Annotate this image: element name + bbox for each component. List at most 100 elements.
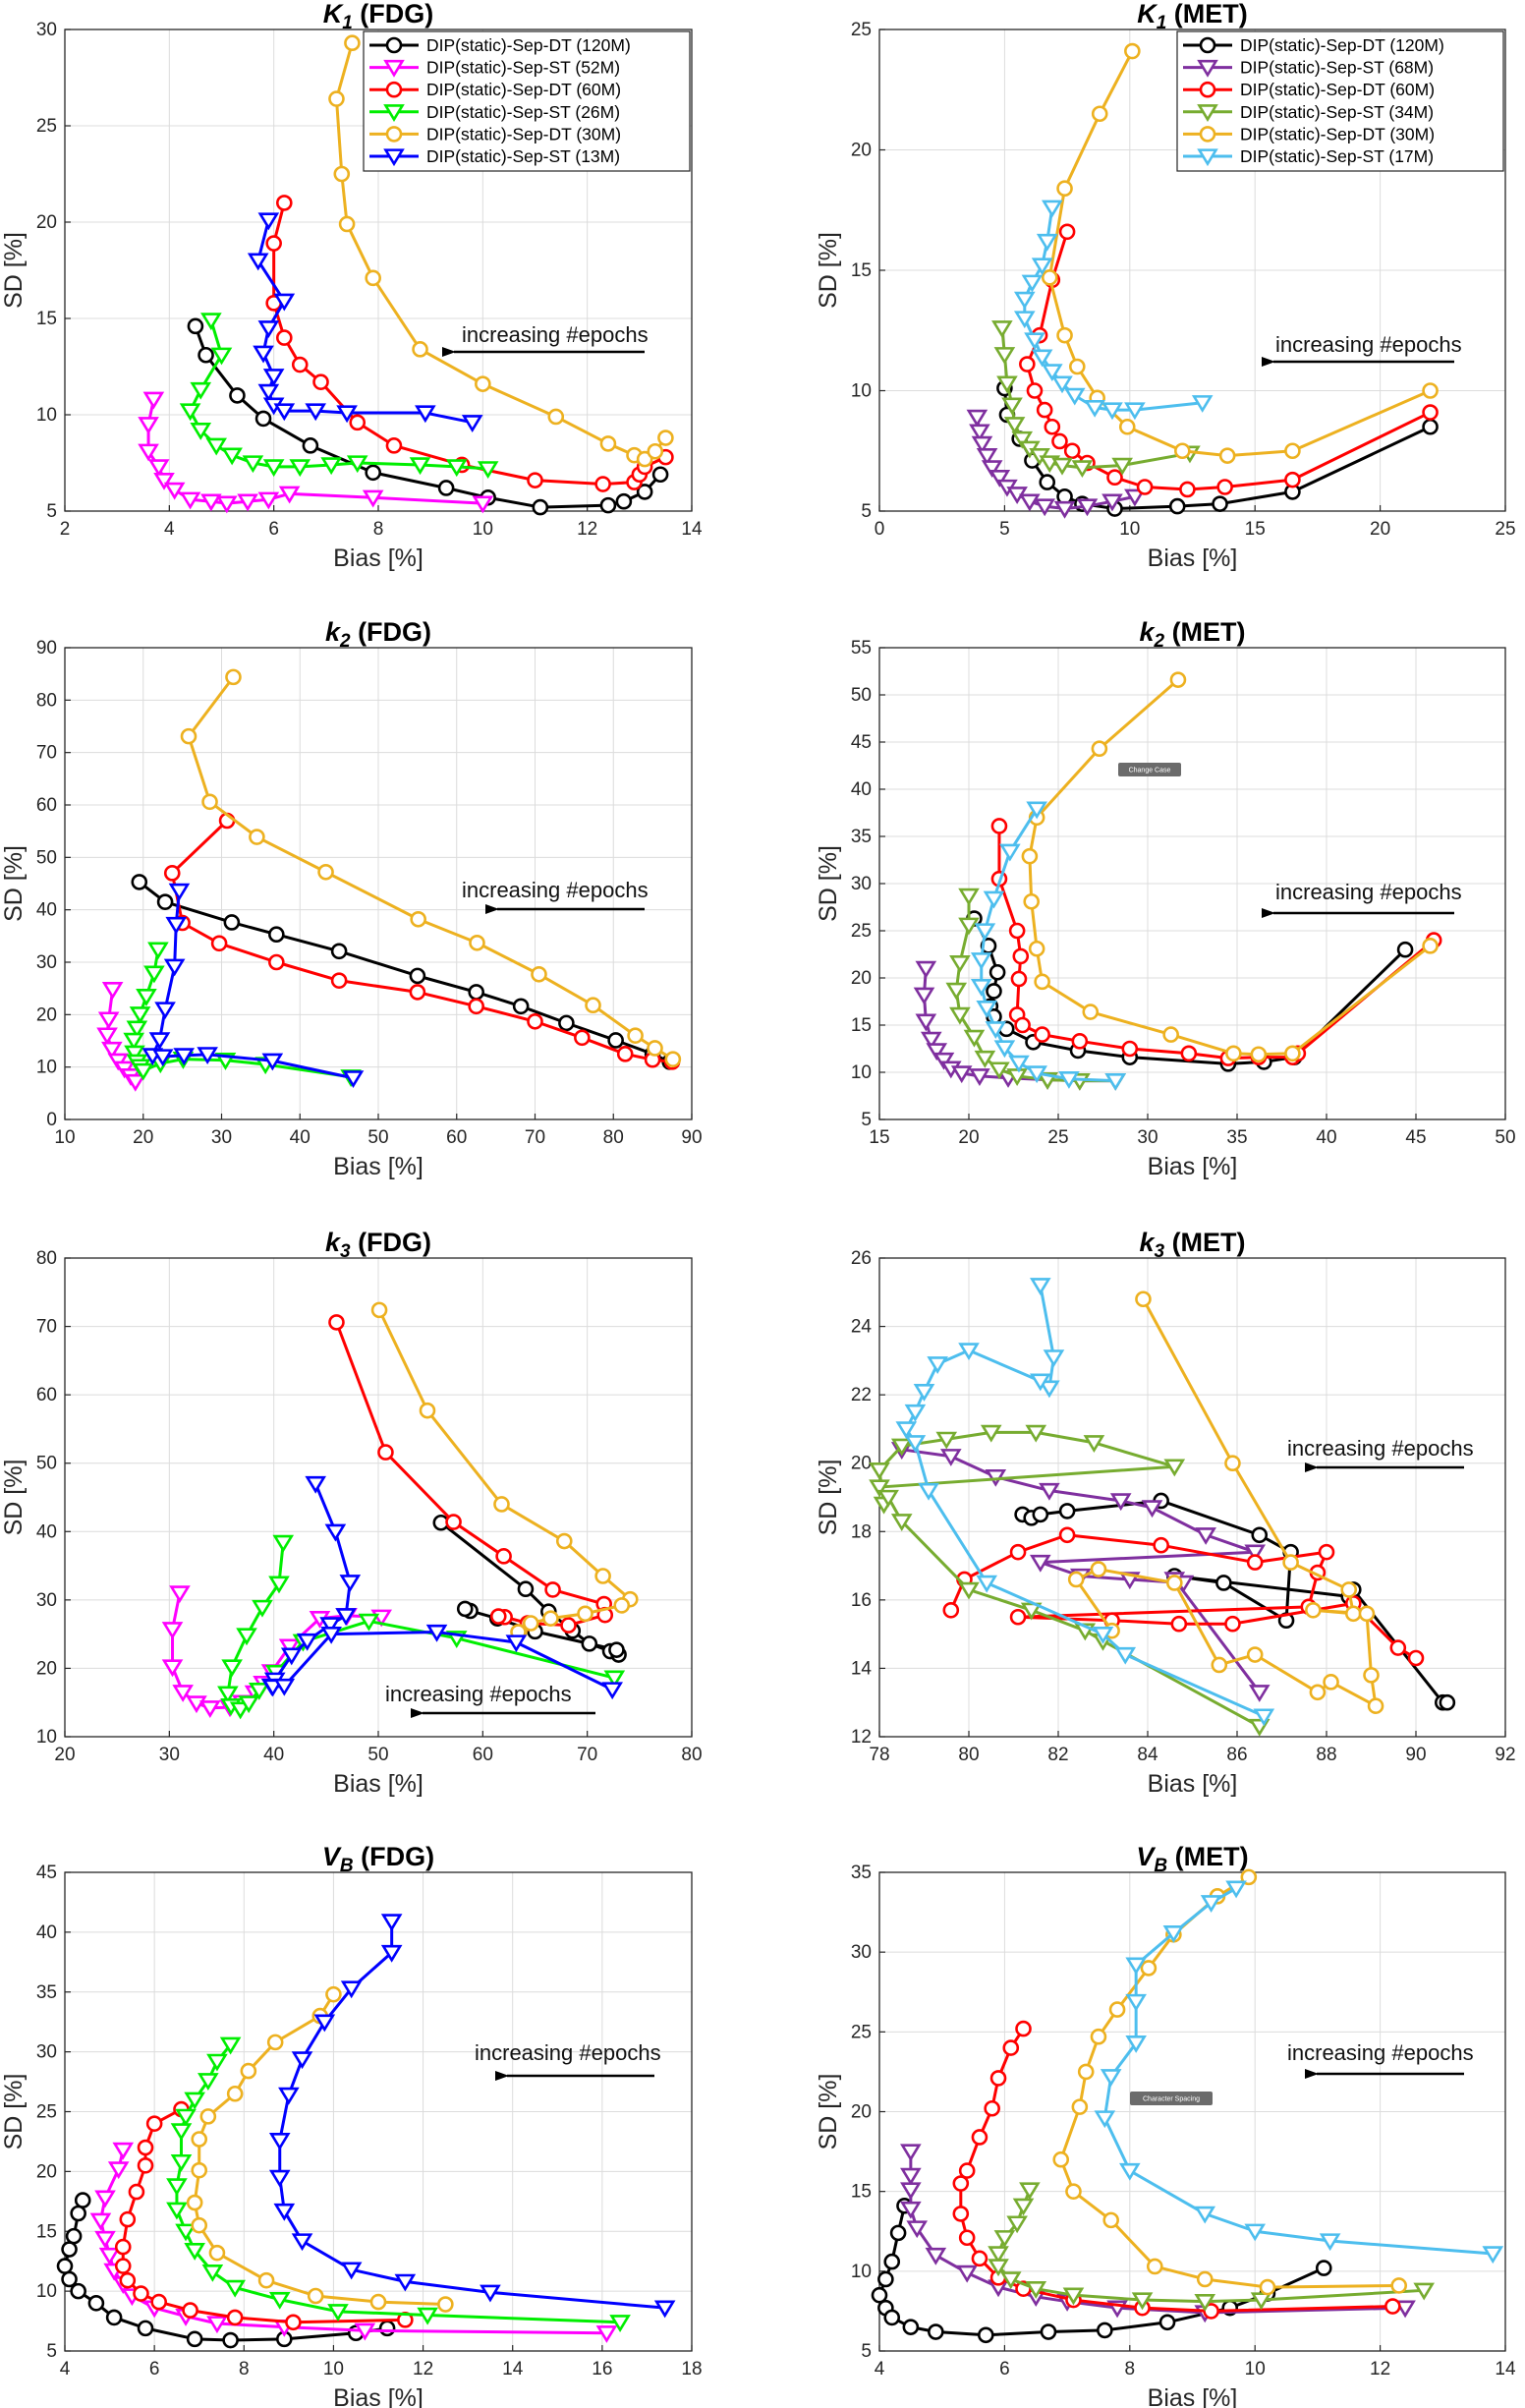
data-point — [1056, 326, 1073, 344]
data-point — [1090, 2028, 1107, 2045]
x-tick-label: 20 — [133, 1127, 153, 1148]
data-point — [437, 480, 455, 496]
chart-vb-fdg: 4 6 8 10 12 14 16 18 5 10 15 20 25 30 35 40 45 Bias [%] SD… — [0, 1842, 703, 2408]
x-tick-label: 8 — [239, 2359, 250, 2379]
data-point — [229, 1701, 252, 1720]
y-tick-label: 15 — [851, 1015, 872, 1036]
y-axis-label: SD [%] — [0, 1460, 28, 1536]
data-point — [1014, 1016, 1031, 1034]
y-tick-label: 25 — [851, 20, 872, 40]
data-point — [1203, 2303, 1219, 2320]
data-point — [1006, 2215, 1028, 2234]
data-point — [1041, 269, 1058, 286]
data-point — [349, 414, 367, 431]
data-point — [900, 2201, 922, 2219]
series-st_mid_fdg — [123, 942, 362, 1087]
x-tick-label: 25 — [1495, 519, 1515, 540]
data-point — [101, 982, 124, 1000]
data-point — [594, 1568, 611, 1584]
data-point — [143, 965, 165, 984]
data-point — [248, 1683, 270, 1700]
y-tick-label: 5 — [861, 2341, 872, 2362]
data-point — [974, 923, 996, 942]
x-tick-label: 12 — [413, 2359, 433, 2379]
data-point — [581, 1635, 598, 1652]
data-point — [191, 2216, 208, 2234]
y-tick-label: 10 — [36, 405, 57, 426]
data-point — [991, 320, 1013, 338]
data-point — [1218, 447, 1236, 464]
data-point — [616, 1046, 634, 1062]
data-point — [409, 984, 426, 1001]
data-point — [184, 2243, 205, 2261]
series-st_mid_met — [991, 320, 1201, 479]
data-point — [138, 417, 159, 434]
data-point — [544, 1581, 561, 1598]
annotation-increasing-epochs: increasing #epochs — [385, 1682, 572, 1706]
data-point — [1023, 892, 1040, 910]
data-point — [114, 2238, 132, 2256]
data-point — [942, 1601, 960, 1619]
title-subscript: 3 — [1154, 1241, 1164, 1262]
data-point — [273, 2203, 296, 2221]
data-point — [147, 942, 169, 960]
data-point — [206, 2316, 228, 2334]
x-axis-label: Bias [%] — [1148, 1770, 1238, 1798]
data-point — [344, 34, 361, 52]
data-point — [1422, 382, 1439, 399]
legend-label: DIP(static)-Sep-DT (120M) — [1240, 35, 1444, 55]
data-point — [253, 345, 274, 364]
data-point — [205, 437, 227, 456]
data-point — [981, 460, 1003, 479]
data-point — [647, 442, 664, 460]
legend-box — [1176, 30, 1504, 172]
data-point — [236, 1628, 257, 1646]
data-point — [988, 470, 1011, 487]
y-tick-label: 80 — [36, 690, 57, 711]
data-point — [647, 1040, 663, 1057]
series-dt120 — [871, 2197, 1332, 2344]
legend-entry: DIP(static)-Sep-DT (30M) — [369, 124, 621, 143]
data-point — [664, 1051, 682, 1067]
annotation-increasing-epochs: increasing #epochs — [475, 2040, 661, 2065]
data-point — [958, 1343, 980, 1361]
data-point — [988, 2246, 1009, 2265]
title-tracer: (MET) — [1166, 0, 1247, 29]
data-point — [265, 235, 282, 252]
data-point — [1158, 2314, 1176, 2331]
data-point — [278, 1638, 301, 1657]
data-point — [1315, 2260, 1332, 2276]
data-point — [257, 212, 280, 231]
y-tick-label: 10 — [851, 381, 872, 402]
title-tracer: (MET) — [1167, 1842, 1248, 1871]
data-point — [163, 865, 181, 882]
data-point — [148, 1032, 171, 1051]
legend-label: DIP(static)-Sep-ST (68M) — [1240, 58, 1434, 78]
data-point — [1071, 1033, 1089, 1050]
x-tick-label: 12 — [1370, 2359, 1390, 2379]
data-point — [1384, 2298, 1401, 2315]
data-point — [409, 967, 426, 985]
data-point — [599, 435, 617, 452]
data-point — [153, 472, 175, 490]
data-point — [1118, 418, 1136, 435]
y-axis-label: SD [%] — [0, 845, 28, 922]
data-point — [291, 2233, 313, 2252]
annotation-increasing-epochs: increasing #epochs — [1275, 880, 1462, 904]
data-point — [900, 2167, 922, 2186]
series-st_small_fdg — [268, 1914, 676, 2319]
title-tracer: (MET) — [1164, 617, 1245, 647]
data-point — [1284, 1045, 1301, 1062]
y-tick-label: 60 — [36, 1385, 57, 1405]
y-tick-label: 20 — [851, 968, 872, 989]
data-point — [1131, 2292, 1154, 2311]
chart-title: K1 (MET) — [1137, 0, 1248, 33]
legend: DIP(static)-Sep-DT (120M) DIP(static)-Sep… — [1176, 30, 1504, 172]
data-point — [512, 998, 530, 1015]
data-point — [1340, 1581, 1358, 1598]
series-dt120 — [187, 317, 669, 516]
data-point — [1029, 1554, 1051, 1573]
series-dt30 — [370, 1301, 639, 1640]
x-tick-label: 10 — [1119, 519, 1140, 540]
data-point — [163, 958, 186, 977]
